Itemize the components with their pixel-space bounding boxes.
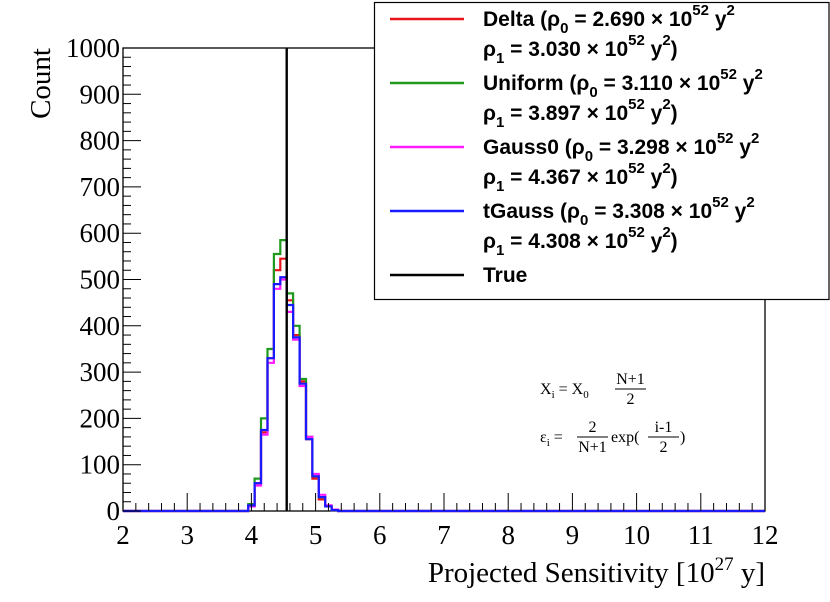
x-tick-label: 11 (688, 520, 714, 550)
legend-entry-delta-line2: ρ1 = 3.030 × 1052 y2) (483, 32, 678, 67)
y-tick-label: 900 (80, 79, 121, 109)
fraction-numerator: i-1 (655, 419, 673, 436)
x-tick-label: 2 (116, 520, 130, 550)
x-tick-label: 4 (245, 520, 259, 550)
formula-exp-fraction: i-12 (648, 419, 679, 456)
legend-entry-gauss0-line1: Gauss0 (ρ0 = 3.298 × 1052 y2 (483, 130, 759, 165)
legend-entry-true: True (483, 264, 527, 287)
fraction-denominator: 2 (627, 391, 635, 408)
y-tick-label: 500 (80, 265, 121, 295)
legend-box (373, 1, 830, 301)
y-tick-label: 100 (80, 450, 121, 480)
formula-x-i-fraction: N+12 (615, 371, 646, 408)
legend-entry-uniform-line1: Uniform (ρ0 = 3.110 × 1052 y2 (483, 66, 763, 101)
y-tick-label: 0 (107, 496, 121, 526)
x-tick-label: 8 (501, 520, 515, 550)
x-tick-label: 9 (566, 520, 580, 550)
fraction-denominator: 2 (660, 439, 668, 456)
formula-close-paren: ) (680, 429, 685, 446)
formula-x-i: Xi = X0 (540, 381, 589, 401)
x-tick-label: 3 (180, 520, 194, 550)
legend-entry-tgauss-line2: ρ1 = 4.308 × 1052 y2) (483, 224, 678, 259)
fraction-numerator: 2 (589, 419, 597, 436)
formula-epsilon-i-fraction: 2N+1 (577, 419, 608, 456)
y-tick-label: 300 (80, 357, 121, 387)
series-tgauss-histogram (123, 276, 765, 513)
y-tick-label: 1000 (66, 33, 120, 63)
y-axis-title: Count (25, 48, 57, 119)
series-gauss0-histogram (123, 278, 765, 513)
legend-entry-tgauss-line1: tGauss (ρ0 = 3.308 × 1052 y2 (483, 194, 755, 229)
legend-entry-delta-line1: Delta (ρ0 = 2.690 × 1052 y2 (483, 2, 735, 37)
x-tick-label: 12 (752, 520, 779, 550)
legend-entry-uniform-line2: ρ1 = 3.897 × 1052 y2) (483, 96, 678, 131)
formula-exp: exp( (611, 429, 639, 446)
x-tick-label: 10 (623, 520, 650, 550)
x-tick-label: 6 (373, 520, 387, 550)
y-tick-label: 400 (80, 311, 121, 341)
legend-entry-gauss0-line2: ρ1 = 4.367 × 1052 y2) (483, 160, 678, 195)
y-tick-label: 600 (80, 218, 121, 248)
fraction-numerator: N+1 (616, 371, 645, 388)
y-tick-label: 800 (80, 126, 121, 156)
formula-epsilon-i: εi = (540, 429, 563, 449)
fraction-denominator: N+1 (578, 439, 607, 456)
y-tick-label: 700 (80, 172, 121, 202)
x-tick-label: 7 (437, 520, 451, 550)
y-tick-label: 200 (80, 403, 121, 433)
x-axis-title: Projected Sensitivity [1027 y] (428, 554, 765, 589)
x-tick-label: 5 (309, 520, 323, 550)
